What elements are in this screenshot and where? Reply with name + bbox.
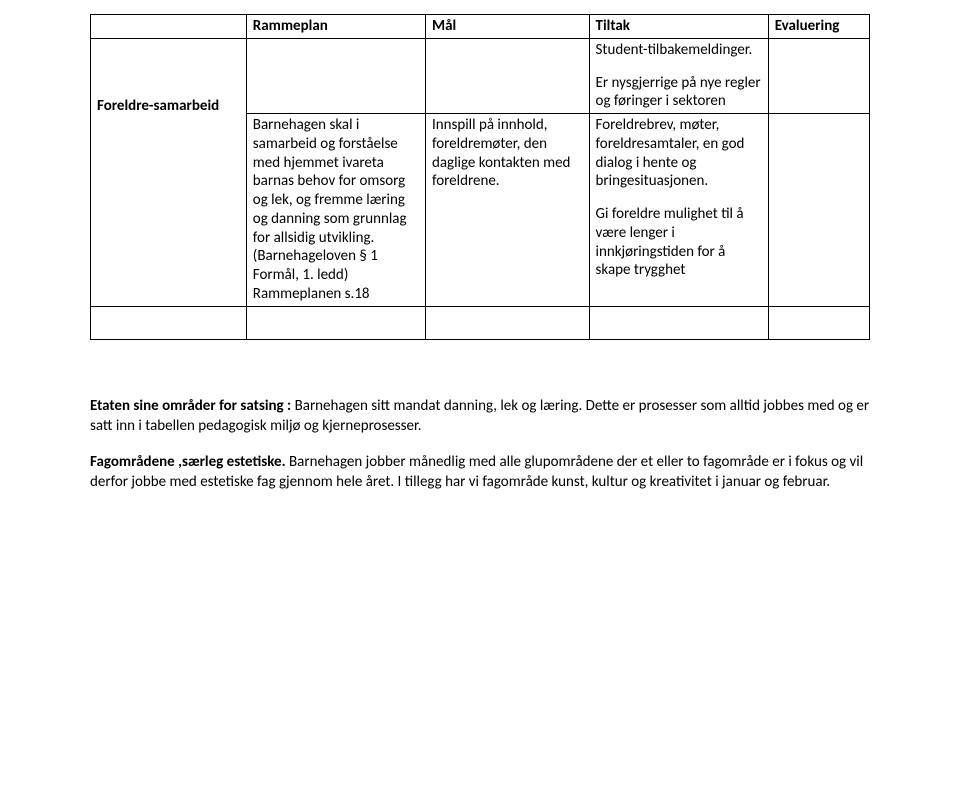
cell-empty [246,38,425,113]
table-row: Foreldre-samarbeid Student-tilbakemeldin… [91,38,870,113]
cell-mal: Innspill på innhold, foreldremøter, den … [425,114,589,307]
cell-rammeplan: Barnehagen skal i samarbeid og forståels… [246,114,425,307]
cell-topic: Foreldre-samarbeid [91,38,247,306]
text: Foreldrebrev, møter, foreldresamtaler, e… [596,116,745,190]
cell-tiltak-prev: Student-tilbakemeldinger. Er nysgjerrige… [589,38,768,113]
text: Er nysgjerrige på nye regler og føringer… [596,74,761,111]
cell-empty [425,38,589,113]
header-blank [91,15,247,39]
plan-table: Rammeplan Mål Tiltak Evaluering Foreldre… [90,14,870,340]
table-row-empty [91,306,870,339]
text: Gi foreldre mulighet til å være lenger i… [596,205,744,279]
cell-empty [425,306,589,339]
header-rammeplan: Rammeplan [246,15,425,39]
table-header-row: Rammeplan Mål Tiltak Evaluering [91,15,870,39]
paragraph-2: Fagområdene ,særleg estetiske. Barnehage… [90,452,870,493]
cell-empty [768,306,869,339]
p2-lead: Fagområdene ,særleg estetiske. [90,453,286,471]
cell-evaluering [768,114,869,307]
cell-empty [91,306,247,339]
cell-empty [246,306,425,339]
header-mal: Mål [425,15,589,39]
cell-empty [589,306,768,339]
cell-empty [768,38,869,113]
p1-lead: Etaten sine områder for satsing : [90,397,295,415]
text: Student-tilbakemeldinger. [596,41,753,59]
document-page: Rammeplan Mål Tiltak Evaluering Foreldre… [0,0,960,785]
body-paragraphs: Etaten sine områder for satsing : Barneh… [90,396,870,493]
header-evaluering: Evaluering [768,15,869,39]
header-tiltak: Tiltak [589,15,768,39]
paragraph-1: Etaten sine områder for satsing : Barneh… [90,396,870,437]
cell-tiltak: Foreldrebrev, møter, foreldresamtaler, e… [589,114,768,307]
topic-label: Foreldre-samarbeid [97,97,219,115]
